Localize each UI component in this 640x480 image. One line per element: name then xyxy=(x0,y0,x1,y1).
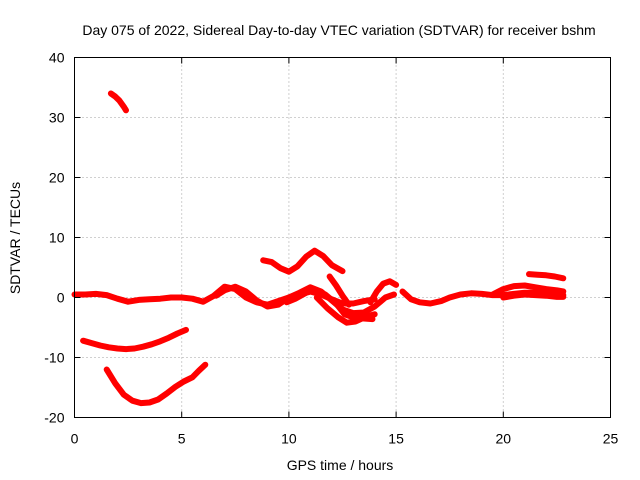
series-arc-5 xyxy=(260,247,346,275)
y-tick-label: 0 xyxy=(57,290,65,306)
series-arc-8 xyxy=(367,278,400,306)
y-tick-label: -10 xyxy=(44,350,64,366)
series-arc-11 xyxy=(500,291,567,301)
series-arc-6 xyxy=(313,294,378,326)
series-arc-1 xyxy=(107,90,129,114)
series-arc-13 xyxy=(80,326,189,353)
x-axis-label: GPS time / hours xyxy=(287,457,394,473)
y-tick-label: 30 xyxy=(49,110,65,126)
x-tick-label: 0 xyxy=(71,431,79,447)
chart-title: Day 075 of 2022, Sidereal Day-to-day VTE… xyxy=(82,22,595,38)
x-tick-label: 20 xyxy=(496,431,512,447)
data-series xyxy=(71,90,567,407)
y-tick-label: 10 xyxy=(49,230,65,246)
grid xyxy=(74,57,611,418)
y-tick-label: 20 xyxy=(49,170,65,186)
x-tick-label: 25 xyxy=(603,431,619,447)
x-tick-label: 5 xyxy=(178,431,186,447)
y-axis-label: SDTVAR / TECUs xyxy=(7,182,23,294)
axes: 0 5 10 15 20 25 -20 -10 0 10 20 30 40 xyxy=(44,50,618,447)
series-arc-14 xyxy=(103,361,209,407)
series-arc-10 xyxy=(489,282,567,298)
x-tick-label: 15 xyxy=(388,431,404,447)
y-tick-label: 40 xyxy=(49,50,65,66)
x-tick-label: 10 xyxy=(281,431,297,447)
series-arc-12 xyxy=(526,271,567,282)
series-arc-7 xyxy=(326,273,352,308)
y-tick-label: -20 xyxy=(44,410,64,426)
